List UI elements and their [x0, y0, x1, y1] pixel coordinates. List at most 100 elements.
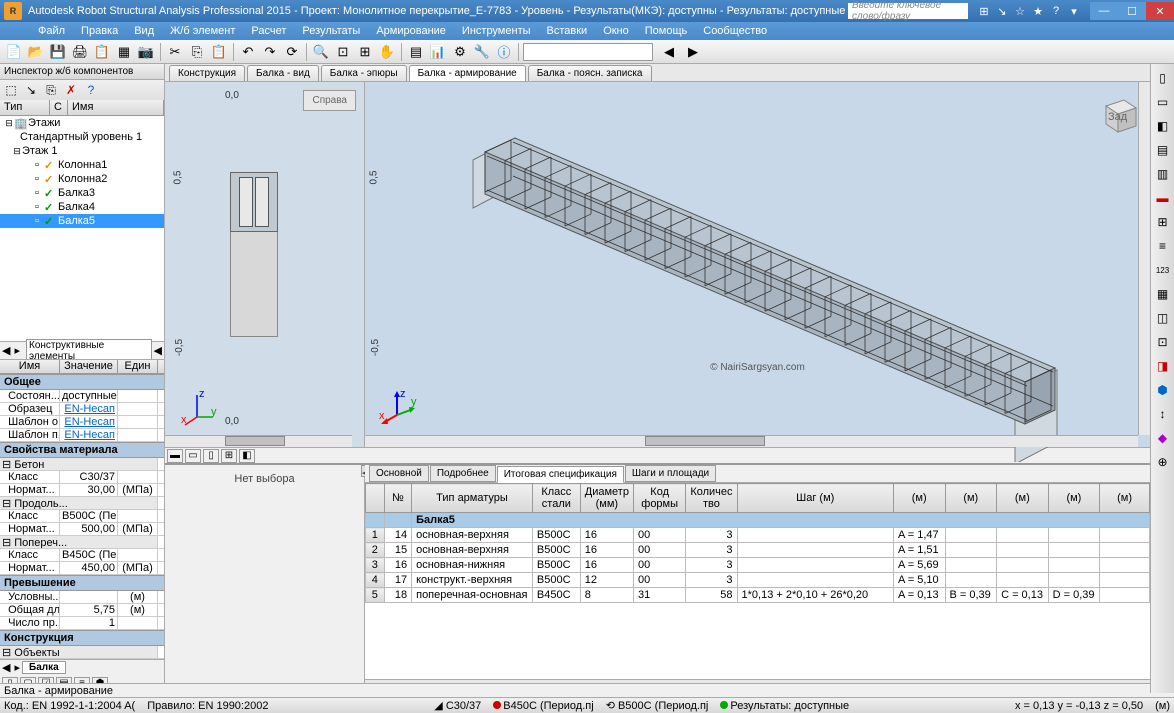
- props-row[interactable]: Условны...(м): [0, 591, 164, 604]
- menu-window[interactable]: Окно: [595, 25, 637, 37]
- tree-item[interactable]: ▫✓Колонна1: [0, 158, 164, 172]
- menu-file[interactable]: Файл: [30, 25, 73, 37]
- tree-item[interactable]: ▫✓Колонна2: [0, 172, 164, 186]
- insp-del-icon[interactable]: ✗: [62, 81, 80, 99]
- cut-icon[interactable]: ✂: [165, 42, 185, 62]
- insp-copy-icon[interactable]: ⎘: [42, 81, 60, 99]
- menu-insert[interactable]: Вставки: [539, 25, 596, 37]
- info-icon[interactable]: ⓘ: [494, 42, 514, 62]
- side-icon-8[interactable]: ≡: [1153, 236, 1173, 256]
- tree-item[interactable]: ▫✓Балка3: [0, 186, 164, 200]
- spec-tab[interactable]: Шаги и площади: [625, 465, 716, 482]
- props-tab-next[interactable]: ▸: [12, 661, 22, 674]
- viewport-elevation[interactable]: Справа 0,0 0,5 -0,5 0,0 z y x: [165, 82, 365, 447]
- props-row[interactable]: Шаблон п...EN-Несап: [0, 429, 164, 442]
- side-icon-6[interactable]: ▬: [1153, 188, 1173, 208]
- new-icon[interactable]: 📄: [4, 42, 24, 62]
- nav-next-icon[interactable]: ▶: [683, 42, 703, 62]
- side-icon-2[interactable]: ▭: [1153, 92, 1173, 112]
- vp-left-hscroll[interactable]: [165, 435, 352, 447]
- props-row[interactable]: ОбразецEN-Несап: [0, 403, 164, 416]
- tree-item[interactable]: ▫✓Балка5: [0, 214, 164, 228]
- table-row[interactable]: 417конструкт.-верхняяB500C12003A = 5,10: [366, 573, 1150, 588]
- maximize-button[interactable]: ☐: [1118, 2, 1146, 20]
- view-tab[interactable]: Балка - армирование: [409, 65, 526, 81]
- side-icon-3[interactable]: ◧: [1153, 116, 1173, 136]
- props-tab[interactable]: Балка: [22, 661, 66, 674]
- tree-view[interactable]: ⊟🏢Этажи Стандартный уровень 1 ⊟Этаж 1 ▫✓…: [0, 116, 164, 341]
- props-row[interactable]: КлассB450C (Пери...: [0, 549, 164, 562]
- props-tab-prev[interactable]: ◀: [0, 661, 12, 674]
- menu-calc[interactable]: Расчет: [243, 25, 294, 37]
- tree-nav-prev[interactable]: ▸: [12, 344, 22, 357]
- nav-prev-icon[interactable]: ◀: [659, 42, 679, 62]
- side-icon-9[interactable]: 123: [1153, 260, 1173, 280]
- mode-icon-5[interactable]: ◧: [239, 449, 255, 463]
- props-row[interactable]: КлассB500C (Пери...: [0, 510, 164, 523]
- refresh-icon[interactable]: ⟳: [282, 42, 302, 62]
- print-icon[interactable]: 🖨: [70, 42, 90, 62]
- viewcube-icon[interactable]: Зад: [1094, 90, 1142, 138]
- table-row[interactable]: 316основная-нижняяB500C16003A = 5,69: [366, 558, 1150, 573]
- view-tab[interactable]: Балка - вид: [247, 65, 319, 81]
- spec-tab[interactable]: Итоговая спецификация: [497, 466, 624, 483]
- menu-results[interactable]: Результаты: [294, 25, 368, 37]
- selector-dropdown[interactable]: [523, 43, 653, 61]
- props-row[interactable]: Состоян...доступные: [0, 390, 164, 403]
- undo-icon[interactable]: ↶: [238, 42, 258, 62]
- insp-help-icon[interactable]: ?: [82, 81, 100, 99]
- save-icon[interactable]: 💾: [48, 42, 68, 62]
- vp-right-vscroll[interactable]: [1138, 82, 1150, 435]
- tree-level[interactable]: Стандартный уровень 1: [0, 130, 164, 144]
- side-icon-16[interactable]: ◆: [1153, 428, 1173, 448]
- side-icon-4[interactable]: ▤: [1153, 140, 1173, 160]
- menu-view[interactable]: Вид: [126, 25, 162, 37]
- search-input[interactable]: Введите ключевое слово/фразу: [848, 3, 968, 19]
- close-button[interactable]: ✕: [1146, 2, 1174, 20]
- side-icon-11[interactable]: ◫: [1153, 308, 1173, 328]
- spec-tab[interactable]: Основной: [369, 465, 429, 482]
- props-row[interactable]: Нормат...450,00(МПа): [0, 562, 164, 575]
- view-tab[interactable]: Балка - поясн. записка: [528, 65, 652, 81]
- side-icon-1[interactable]: ▯: [1153, 68, 1173, 88]
- insp-icon-1[interactable]: ⬚: [2, 81, 20, 99]
- star-icon[interactable]: ☆: [1012, 3, 1028, 19]
- side-icon-7[interactable]: ⊞: [1153, 212, 1173, 232]
- side-icon-10[interactable]: ▦: [1153, 284, 1173, 304]
- side-icon-13[interactable]: ◨: [1153, 356, 1173, 376]
- spec-table[interactable]: №Тип арматурыКласс сталиДиаметр (мм)Код …: [365, 483, 1150, 679]
- camera-icon[interactable]: 📷: [136, 42, 156, 62]
- vp-right-hscroll[interactable]: [365, 435, 1138, 447]
- mode-icon-3[interactable]: ▯: [203, 449, 219, 463]
- props-row[interactable]: Нормат...500,00(МПа): [0, 523, 164, 536]
- tree-nav-next[interactable]: ◀: [152, 344, 164, 357]
- wrench-icon[interactable]: 🔧: [472, 42, 492, 62]
- report-icon[interactable]: 📊: [428, 42, 448, 62]
- props-row[interactable]: КлассC30/37: [0, 471, 164, 484]
- zoomall-icon[interactable]: ⊞: [355, 42, 375, 62]
- props-row[interactable]: Общая дл...5,75(м): [0, 604, 164, 617]
- mode-icon-1[interactable]: ▬: [167, 449, 183, 463]
- vp-side-button[interactable]: Справа: [303, 90, 356, 111]
- zoom-icon[interactable]: 🔍: [311, 42, 331, 62]
- props-row[interactable]: Нормат...30,00(МПа): [0, 484, 164, 497]
- dropdown-icon[interactable]: ▾: [1066, 3, 1082, 19]
- table-row[interactable]: 114основная-верхняяB500C16003A = 1,47: [366, 528, 1150, 543]
- apps-icon[interactable]: ⊞: [976, 3, 992, 19]
- star2-icon[interactable]: ★: [1030, 3, 1046, 19]
- side-icon-5[interactable]: ▥: [1153, 164, 1173, 184]
- props-row[interactable]: Шаблон о...EN-Несап: [0, 416, 164, 429]
- menu-community[interactable]: Сообщество: [695, 25, 775, 37]
- key-icon[interactable]: ↘: [994, 3, 1010, 19]
- tree-nav-first[interactable]: ◀: [0, 344, 12, 357]
- layout-icon[interactable]: ▦: [114, 42, 134, 62]
- mode-icon-4[interactable]: ⊞: [221, 449, 237, 463]
- side-icon-17[interactable]: ⊕: [1153, 452, 1173, 472]
- table-row[interactable]: 215основная-верхняяB500C16003A = 1,51: [366, 543, 1150, 558]
- menu-tools[interactable]: Инструменты: [454, 25, 539, 37]
- help-icon[interactable]: ?: [1048, 3, 1064, 19]
- mode-icon-2[interactable]: ▭: [185, 449, 201, 463]
- spec-tab[interactable]: Подробнее: [430, 465, 496, 482]
- menu-rc[interactable]: Ж/б элемент: [162, 25, 243, 37]
- side-icon-12[interactable]: ⊡: [1153, 332, 1173, 352]
